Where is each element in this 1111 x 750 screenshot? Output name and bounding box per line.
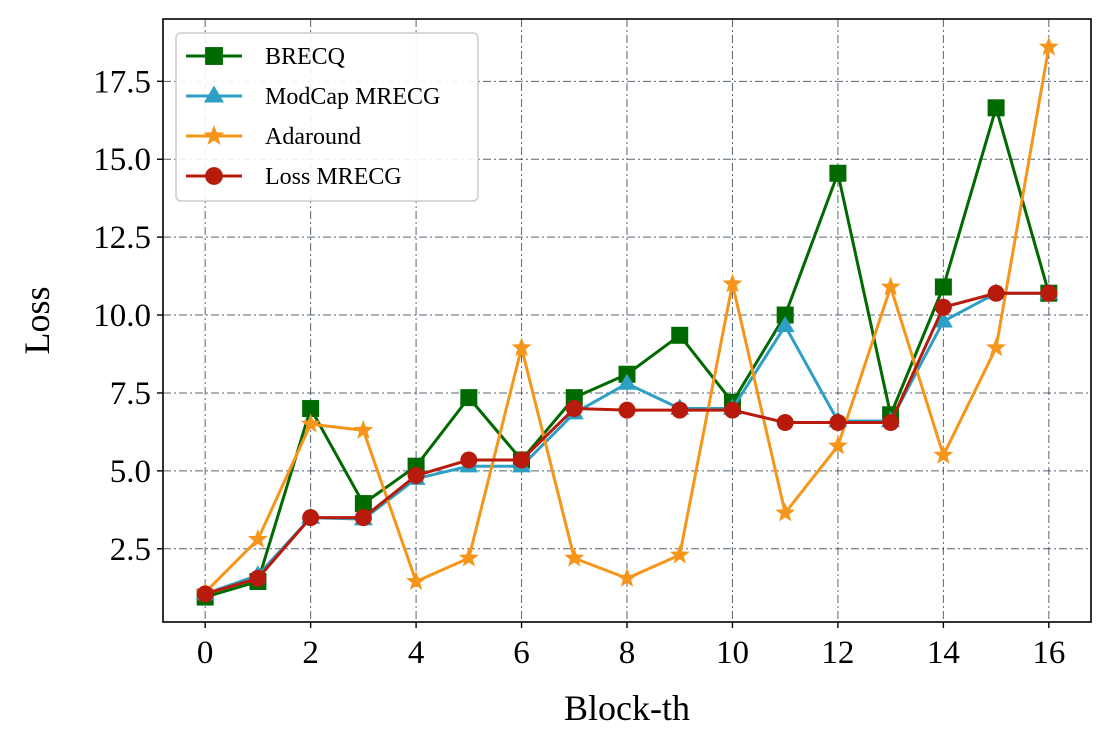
data-point	[775, 502, 796, 522]
data-point	[722, 273, 743, 293]
x-tick-label: 6	[513, 635, 530, 671]
data-point	[882, 414, 900, 432]
y-axis: 2.5 5.0 7.5 10.0 12.5 15.0 17.5	[93, 64, 163, 568]
legend-item: Adaround	[186, 124, 361, 150]
data-point	[829, 164, 847, 182]
x-tick-label: 14	[927, 635, 960, 671]
data-point	[247, 528, 268, 548]
data-point	[933, 444, 954, 464]
y-tick-label: 7.5	[110, 376, 151, 412]
data-point	[513, 451, 531, 469]
data-point	[671, 326, 689, 344]
data-point	[205, 167, 223, 185]
data-point	[460, 389, 478, 407]
data-point	[203, 124, 225, 145]
data-point	[617, 373, 637, 390]
data-point	[618, 401, 636, 419]
data-point	[617, 567, 637, 587]
data-point	[987, 99, 1005, 117]
data-point	[776, 306, 794, 324]
x-tick-label: 4	[408, 635, 425, 671]
data-point	[302, 509, 320, 527]
series-loss-mrecg	[196, 284, 1058, 603]
x-axis: 0 2 4 6 8 10 12 14 16	[197, 622, 1065, 671]
legend-label: BRECQ	[265, 44, 345, 70]
data-point	[406, 570, 427, 590]
x-tick-label: 12	[821, 635, 854, 671]
data-point	[671, 401, 689, 419]
data-point	[458, 547, 479, 567]
data-point	[827, 435, 848, 455]
data-point	[669, 544, 690, 564]
data-point	[205, 47, 223, 65]
legend: BRECQ ModCap MRECG Adaround Loss MRECG	[175, 32, 479, 202]
data-point	[407, 467, 425, 485]
legend-box	[175, 32, 479, 202]
data-point	[565, 400, 583, 418]
data-point	[723, 401, 741, 419]
y-tick-label: 10.0	[93, 298, 151, 334]
y-tick-label: 15.0	[93, 142, 151, 178]
x-tick-label: 2	[302, 635, 319, 671]
data-point	[300, 413, 321, 433]
data-point	[354, 509, 372, 527]
y-axis-label: Loss	[17, 286, 57, 354]
data-point	[460, 451, 478, 469]
data-point	[1038, 36, 1059, 56]
data-point	[987, 284, 1005, 302]
data-point	[302, 400, 320, 418]
data-point	[196, 585, 214, 603]
y-tick-label: 12.5	[93, 220, 151, 256]
x-tick-label: 8	[619, 635, 636, 671]
legend-item: BRECQ	[186, 44, 345, 70]
data-point	[933, 311, 953, 328]
legend-label: ModCap MRECG	[265, 84, 440, 110]
data-point	[934, 298, 952, 316]
legend-label: Adaround	[265, 124, 361, 150]
data-point	[829, 414, 847, 432]
y-tick-label: 17.5	[93, 64, 151, 100]
x-tick-label: 16	[1032, 635, 1065, 671]
legend-item: Loss MRECG	[186, 164, 402, 190]
data-point	[204, 85, 224, 103]
data-point	[511, 337, 532, 357]
data-point	[934, 278, 952, 296]
data-point	[776, 414, 794, 432]
data-point	[775, 315, 795, 333]
legend-label: Loss MRECG	[265, 164, 402, 190]
y-tick-label: 2.5	[110, 532, 151, 568]
data-point	[986, 337, 1007, 357]
series-layer	[195, 36, 1059, 606]
data-point	[1040, 284, 1058, 302]
series-adaround	[195, 36, 1059, 601]
data-point	[353, 419, 374, 439]
x-tick-label: 10	[716, 635, 749, 671]
data-point	[880, 276, 901, 296]
data-point	[249, 569, 267, 587]
data-point	[354, 495, 372, 513]
y-tick-label: 5.0	[110, 454, 151, 490]
x-axis-label: Block-th	[564, 688, 690, 728]
x-tick-label: 0	[197, 635, 214, 671]
legend-item: ModCap MRECG	[186, 84, 440, 110]
data-point	[564, 547, 585, 567]
